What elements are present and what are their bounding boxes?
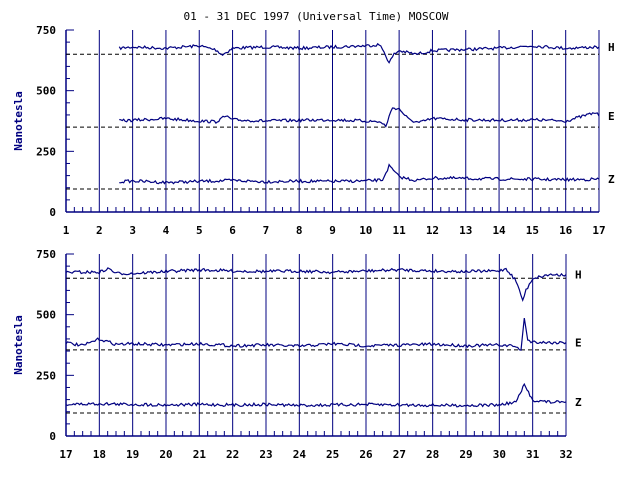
x-tick-label: 23 <box>259 448 272 461</box>
y-tick-label: 500 <box>36 309 56 322</box>
y-tick-label: 500 <box>36 85 56 98</box>
chart-title: 01 - 31 DEC 1997 (Universal Time) MOSCOW <box>184 10 449 23</box>
x-tick-label: 22 <box>226 448 239 461</box>
series-line-h <box>118 42 600 64</box>
x-tick-label: 17 <box>59 448 72 461</box>
x-tick-label: 31 <box>526 448 540 461</box>
x-tick-label: 18 <box>93 448 106 461</box>
x-tick-label: 5 <box>196 224 203 237</box>
x-tick-label: 10 <box>359 224 372 237</box>
x-tick-label: 6 <box>229 224 236 237</box>
y-tick-label: 250 <box>36 369 56 382</box>
x-tick-label: 2 <box>96 224 103 237</box>
series-label-h: H <box>608 41 615 54</box>
x-tick-label: 27 <box>393 448 406 461</box>
series-line-e <box>119 107 600 128</box>
x-tick-label: 19 <box>126 448 139 461</box>
series-label-z: Z <box>608 173 615 186</box>
x-tick-label: 28 <box>426 448 439 461</box>
x-tick-label: 9 <box>329 224 336 237</box>
x-tick-label: 8 <box>296 224 303 237</box>
x-tick-label: 26 <box>359 448 373 461</box>
x-tick-label: 4 <box>163 224 170 237</box>
y-tick-label: 0 <box>49 430 56 443</box>
y-tick-label: 750 <box>36 24 56 37</box>
y-axis-label: Nanotesla <box>12 315 25 375</box>
x-tick-label: 11 <box>393 224 407 237</box>
x-tick-label: 14 <box>492 224 506 237</box>
x-tick-label: 20 <box>159 448 172 461</box>
series-line-z <box>119 163 600 185</box>
x-tick-label: 17 <box>592 224 605 237</box>
series-label-e: E <box>575 337 582 350</box>
bottom-panel: 0 250 500 750 17 18 19 20 21 22 23 24 25 26 27 28 29 30 31… <box>12 248 582 461</box>
x-tick-label: 24 <box>293 448 307 461</box>
series-line-h <box>65 267 567 302</box>
x-tick-label: 15 <box>526 224 539 237</box>
x-tick-label: 3 <box>129 224 136 237</box>
y-axis-label: Nanotesla <box>12 91 25 151</box>
x-tick-label: 1 <box>63 224 70 237</box>
x-tick-label: 16 <box>559 224 573 237</box>
series-label-h: H <box>575 269 582 282</box>
x-tick-label: 7 <box>263 224 270 237</box>
series-label-e: E <box>608 110 615 123</box>
x-tick-label: 13 <box>459 224 472 237</box>
x-tick-label: 29 <box>459 448 472 461</box>
x-tick-label: 21 <box>193 448 207 461</box>
y-tick-label: 250 <box>36 145 56 158</box>
x-tick-label: 32 <box>559 448 572 461</box>
y-tick-label: 0 <box>49 206 56 219</box>
y-tick-label: 750 <box>36 248 56 261</box>
series-label-z: Z <box>575 396 582 409</box>
x-tick-label: 25 <box>326 448 339 461</box>
series-line-e <box>65 318 567 351</box>
series-line-z <box>65 382 567 408</box>
x-tick-label: 30 <box>493 448 506 461</box>
x-tick-label: 12 <box>426 224 439 237</box>
